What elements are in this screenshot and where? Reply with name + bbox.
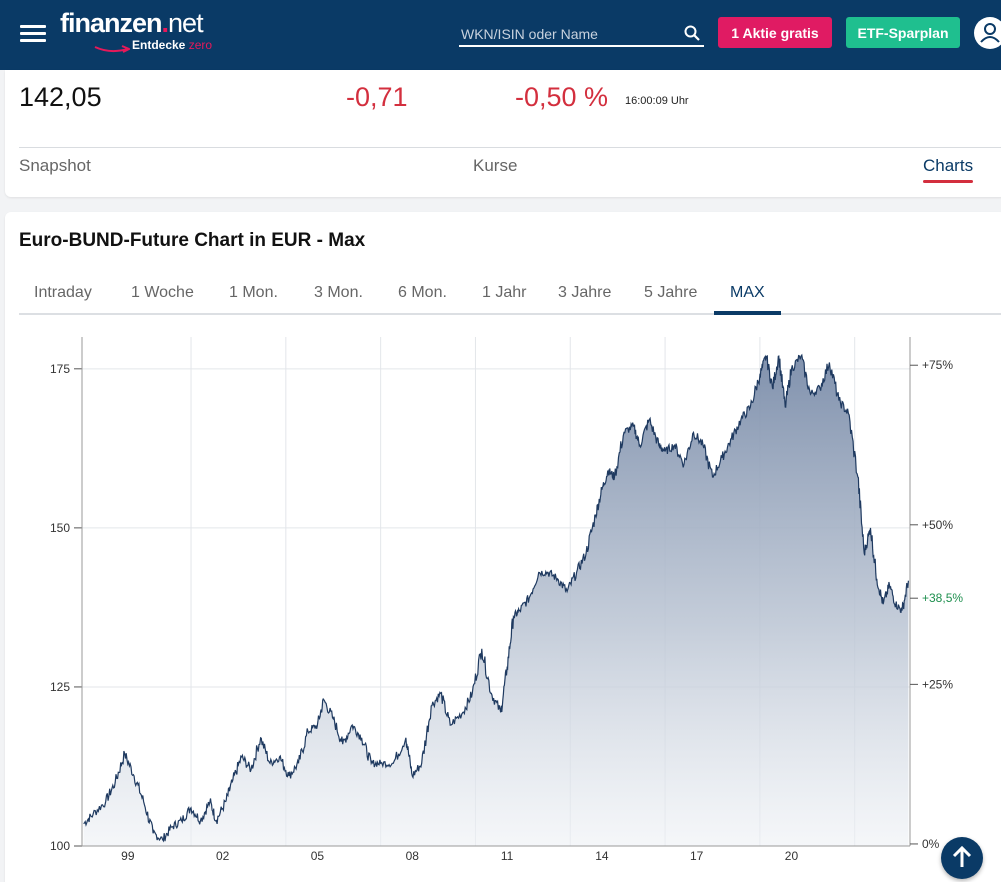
active-tab-indicator bbox=[923, 180, 973, 183]
divider bbox=[19, 147, 1001, 148]
range-tabs-baseline bbox=[19, 313, 1001, 315]
active-range-indicator bbox=[714, 311, 781, 315]
menu-icon[interactable] bbox=[20, 22, 46, 44]
range-tab-6-months[interactable]: 6 Mon. bbox=[398, 284, 447, 301]
quote-card: 142,05 -0,71 -0,50 % 16:00:09 Uhr Snapsh… bbox=[5, 70, 1001, 197]
range-tab-5-years[interactable]: 5 Jahre bbox=[644, 284, 698, 301]
current-price: 142,05 bbox=[19, 82, 102, 112]
absolute-change: -0,71 bbox=[346, 82, 408, 112]
etf-savings-plan-button[interactable]: ETF-Sparplan bbox=[846, 17, 960, 48]
range-tab-intraday[interactable]: Intraday bbox=[34, 284, 92, 301]
range-tab-3-years[interactable]: 3 Jahre bbox=[558, 284, 612, 301]
search-box bbox=[459, 20, 704, 47]
search-input[interactable] bbox=[461, 24, 671, 44]
search-icon[interactable] bbox=[684, 25, 700, 41]
user-icon[interactable] bbox=[974, 17, 1001, 49]
range-tab-1-year[interactable]: 1 Jahr bbox=[482, 284, 527, 301]
range-tab-3-months[interactable]: 3 Mon. bbox=[314, 284, 363, 301]
range-tab-max[interactable]: MAX bbox=[730, 284, 765, 301]
free-share-button[interactable]: 1 Aktie gratis bbox=[718, 17, 832, 48]
tab-snapshot[interactable]: Snapshot bbox=[19, 156, 91, 175]
chart-title: Euro-BUND-Future Chart in EUR - Max bbox=[19, 230, 366, 251]
quote-time: 16:00:09 Uhr bbox=[625, 95, 689, 107]
range-tab-1-month[interactable]: 1 Mon. bbox=[229, 284, 278, 301]
tab-charts[interactable]: Charts bbox=[923, 156, 974, 175]
top-navigation-bar: finanzen.net Entdecke zero 1 Aktie grati… bbox=[0, 0, 1001, 70]
percent-change: -0,50 % bbox=[515, 82, 609, 112]
scroll-to-top-button[interactable] bbox=[941, 837, 983, 879]
arrow-up-icon bbox=[952, 845, 972, 867]
tab-kurse[interactable]: Kurse bbox=[473, 156, 518, 175]
finanzen-net-logo[interactable]: finanzen.net Entdecke zero bbox=[60, 8, 213, 53]
range-tab-1-week[interactable]: 1 Woche bbox=[131, 284, 194, 301]
chart-card: Euro-BUND-Future Chart in EUR - Max Intr… bbox=[5, 212, 1001, 882]
